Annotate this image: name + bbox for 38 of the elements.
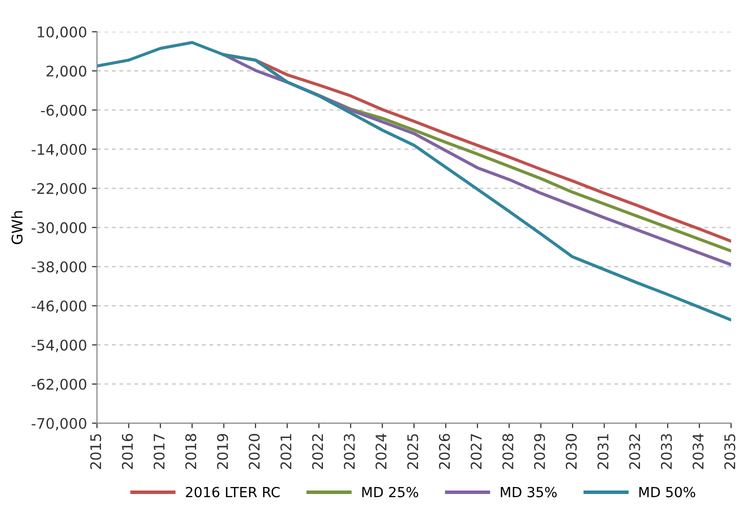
- x-tick-label: 2030: [566, 434, 577, 469]
- x-tick-label: 2027: [470, 434, 482, 469]
- y-tick-label: -14,000: [32, 144, 86, 156]
- y-tick-label: -62,000: [32, 378, 86, 392]
- x-tick-label: 2026: [438, 434, 450, 469]
- legend-label: MD 50%: [639, 486, 696, 498]
- x-tick-label: 2022: [312, 434, 324, 469]
- legend-label: 2016 LTER RC: [186, 486, 280, 498]
- x-tick-label: 2033: [660, 434, 672, 469]
- x-tick-label: 2021: [280, 434, 292, 469]
- line-series: [96, 40, 732, 322]
- legend-label: MD 25%: [362, 486, 418, 498]
- x-tick-label: 2025: [407, 434, 418, 469]
- x-tick-label: 2035: [724, 434, 736, 469]
- x-tick-label: 2029: [534, 434, 546, 469]
- y-tick-label: -38,000: [32, 261, 86, 274]
- x-tick-label: 2018: [185, 434, 196, 469]
- x-tick-label: 2015: [90, 434, 102, 469]
- y-tick-label: -70,000: [32, 418, 86, 430]
- y-tick-label: 10,000: [38, 26, 86, 39]
- y-tick-label: -54,000: [32, 340, 86, 352]
- y-axis-title: GWh: [11, 211, 23, 244]
- y-tick-label: -46,000: [32, 300, 86, 313]
- y-tick-label: -30,000: [32, 222, 86, 235]
- x-tick-label: 2017: [154, 434, 165, 469]
- x-tick-label: 2023: [344, 434, 355, 469]
- legend-label: MD 35%: [500, 486, 557, 498]
- y-tick-label: -6,000: [40, 104, 86, 118]
- x-tick-label: 2024: [376, 434, 387, 469]
- y-tick-label: -22,000: [32, 183, 86, 196]
- y-tick-label: 2,000: [46, 66, 86, 78]
- x-tick-label: 2016: [122, 434, 133, 469]
- x-tick-label: 2028: [502, 434, 514, 469]
- x-tick-label: 2020: [248, 434, 260, 469]
- x-tick-label: 2019: [217, 434, 228, 469]
- x-tick-label: 2031: [597, 434, 608, 469]
- x-tick-label: 2034: [692, 434, 704, 469]
- x-tick-label: 2032: [629, 434, 640, 469]
